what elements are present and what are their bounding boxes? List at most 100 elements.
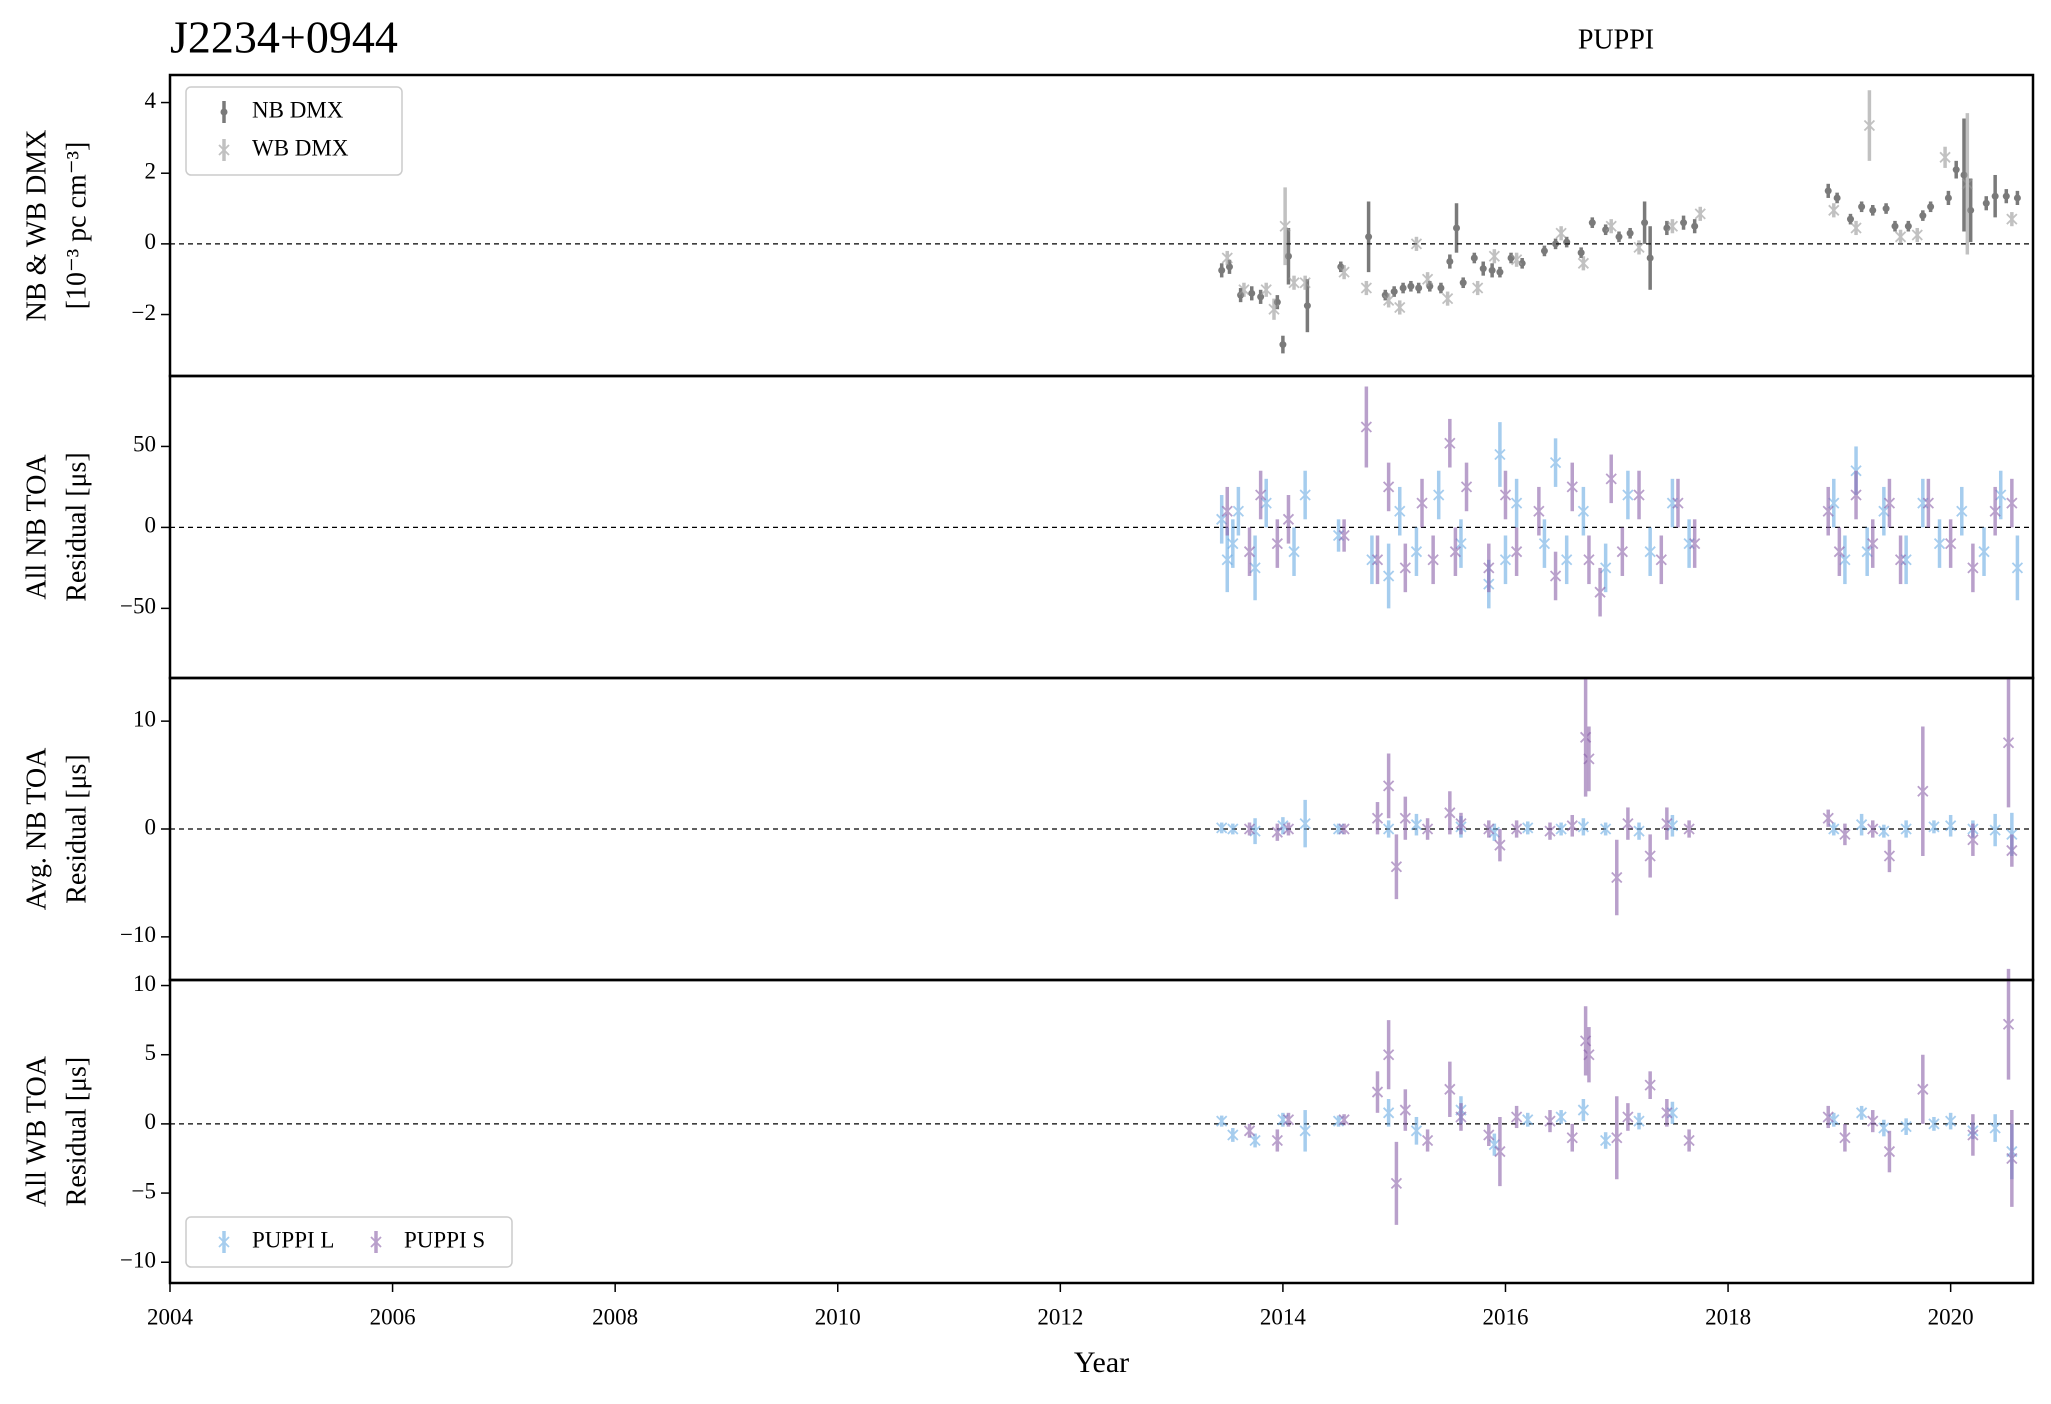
data-point [1433,470,1445,520]
marker [2006,497,2018,509]
marker [1878,1122,1890,1134]
data-point [1655,535,1667,585]
data-point [1225,259,1233,274]
marker [1216,822,1228,834]
data-point [1382,753,1395,819]
x-tick-label: 2014 [1260,1304,1307,1329]
data-point [1861,527,1873,576]
data-point [1839,535,1851,585]
data-point [1382,1020,1395,1090]
y-tick-label: 0 [145,229,157,254]
data-point [1382,462,1395,512]
y-tick-label: −5 [132,1178,156,1203]
marker [1410,819,1423,831]
data-point [1472,280,1484,296]
marker [1479,265,1487,273]
marker [1399,812,1411,824]
marker [1268,303,1280,315]
marker [1922,497,1935,509]
data-point [1394,486,1406,536]
data-point [1282,495,1295,544]
legend-box [185,86,403,176]
y-axis-label: All WB TOA [21,1055,52,1207]
marker [1510,546,1523,558]
data-point [1869,205,1877,216]
data-point [1583,535,1595,585]
marker [1382,1107,1395,1119]
marker [1646,254,1654,262]
data-point [1243,1123,1256,1138]
data-point [1939,146,1951,168]
data-point [1611,839,1623,916]
data-point [1858,201,1866,213]
data-point [1989,813,2001,847]
data-point [1371,802,1384,835]
data-point [1626,227,1634,239]
data-point [1449,527,1462,576]
data-point [1833,192,1841,204]
data-point [1288,275,1300,290]
data-point [1883,839,1896,873]
marker [1563,238,1571,246]
x-tick-label: 2020 [1928,1304,1974,1329]
data-point [1828,1112,1840,1127]
marker [1900,1121,1912,1133]
data-point [1415,282,1423,294]
marker [1496,268,1504,276]
marker [1382,823,1395,835]
marker [1928,1118,1940,1130]
marker [2002,737,2015,749]
marker [1227,1129,1239,1141]
data-point [1257,289,1265,304]
marker [1989,1122,2001,1134]
x-tick-label: 2004 [147,1304,194,1329]
marker [2002,1018,2015,1030]
data-point [1633,240,1645,255]
data-point [1641,201,1649,244]
data-point [1828,203,1840,218]
marker [1633,1115,1645,1127]
data-point [1646,226,1654,290]
marker [1453,224,1461,232]
marker [1455,1111,1467,1123]
marker [1828,823,1840,835]
marker [1299,817,1311,830]
marker [1956,505,1968,517]
data-point [1917,726,1929,856]
marker [1299,489,1311,501]
data-point [1248,286,1256,301]
marker [1288,277,1300,289]
marker [1928,821,1940,833]
data-point [1382,543,1395,609]
data-point [1863,90,1876,161]
marker [1945,537,1957,550]
marker [1622,817,1634,830]
marker [1499,489,1512,501]
y-tick-label: 50 [133,432,156,457]
marker [1382,1049,1395,1061]
data-point [1453,203,1461,253]
data-point [1633,470,1645,520]
data-point [1605,219,1617,234]
marker [1600,823,1612,835]
data-point [2006,212,2018,227]
data-point [1661,807,1673,840]
data-point [1510,527,1523,576]
marker [1449,546,1462,558]
marker [1488,266,1496,274]
data-point [1227,1128,1239,1142]
y-tick-label: 0 [145,814,157,839]
marker [1869,206,1877,214]
marker [1437,284,1445,292]
legend-box [185,1216,513,1268]
data-point [1260,282,1272,297]
marker [1248,289,1256,297]
marker [1288,546,1300,558]
marker [1472,282,1484,294]
marker [1672,497,1684,509]
marker [1218,266,1226,274]
marker [1549,456,1562,469]
x-tick-label: 2012 [1037,1304,1083,1329]
marker [2002,192,2010,200]
